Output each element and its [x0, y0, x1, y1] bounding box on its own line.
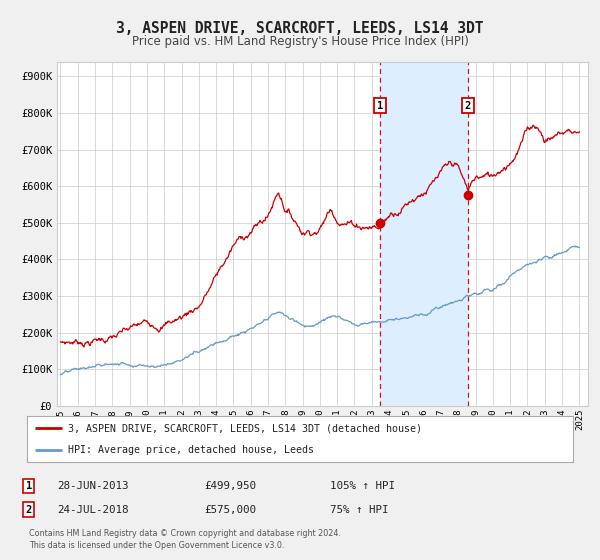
Text: 1: 1 — [26, 481, 32, 491]
Text: £575,000: £575,000 — [204, 505, 256, 515]
Text: 2: 2 — [26, 505, 32, 515]
Text: 3, ASPEN DRIVE, SCARCROFT, LEEDS, LS14 3DT: 3, ASPEN DRIVE, SCARCROFT, LEEDS, LS14 3… — [116, 21, 484, 36]
Text: HPI: Average price, detached house, Leeds: HPI: Average price, detached house, Leed… — [68, 445, 314, 455]
Text: Price paid vs. HM Land Registry's House Price Index (HPI): Price paid vs. HM Land Registry's House … — [131, 35, 469, 48]
Text: Contains HM Land Registry data © Crown copyright and database right 2024.: Contains HM Land Registry data © Crown c… — [29, 529, 341, 538]
Text: 1: 1 — [377, 101, 383, 110]
Text: £499,950: £499,950 — [204, 481, 256, 491]
Text: 75% ↑ HPI: 75% ↑ HPI — [330, 505, 389, 515]
Text: 3, ASPEN DRIVE, SCARCROFT, LEEDS, LS14 3DT (detached house): 3, ASPEN DRIVE, SCARCROFT, LEEDS, LS14 3… — [68, 423, 422, 433]
Bar — [380, 62, 468, 406]
Text: 28-JUN-2013: 28-JUN-2013 — [57, 481, 128, 491]
Text: 105% ↑ HPI: 105% ↑ HPI — [330, 481, 395, 491]
Text: This data is licensed under the Open Government Licence v3.0.: This data is licensed under the Open Gov… — [29, 541, 284, 550]
Text: 24-JUL-2018: 24-JUL-2018 — [57, 505, 128, 515]
Text: 2: 2 — [465, 101, 471, 110]
